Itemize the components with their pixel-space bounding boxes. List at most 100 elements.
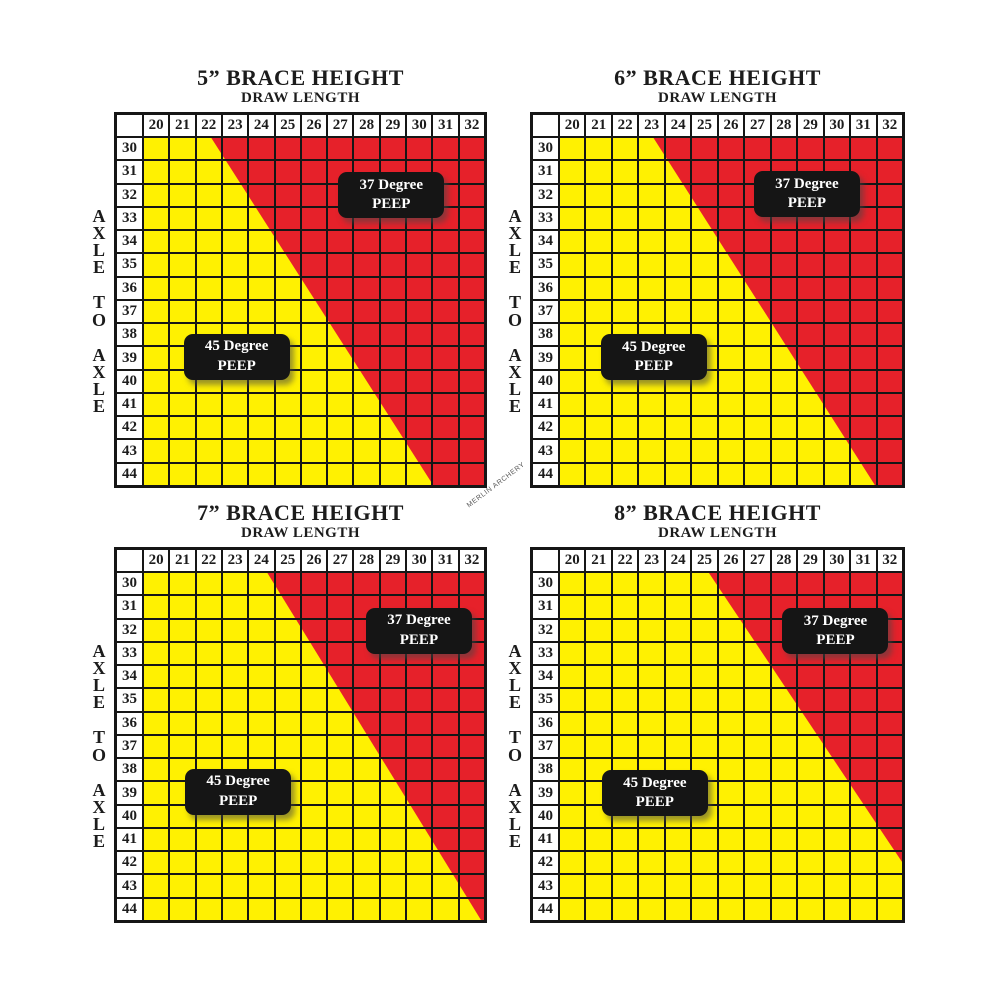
chart-title: 8” BRACE HEIGHT bbox=[614, 500, 821, 525]
grid-cell bbox=[169, 253, 196, 277]
grid-cell bbox=[691, 874, 718, 898]
grid-cell bbox=[876, 392, 903, 417]
grid-cell bbox=[458, 897, 485, 921]
axle-row-label-cell: 42 bbox=[116, 851, 143, 875]
grid-cell bbox=[353, 346, 380, 370]
grid-cell bbox=[458, 183, 485, 207]
grid-cell bbox=[300, 183, 328, 207]
axle-row-label-cell: 40 bbox=[116, 804, 143, 828]
grid-cell bbox=[379, 827, 407, 852]
grid-cell bbox=[717, 781, 745, 805]
grid-cells: 20 21 22 23 24 25 26 27 28 29 30 31 32 30 31 32 33 34 35 36… bbox=[116, 549, 485, 921]
grid-cell bbox=[691, 897, 718, 921]
grid-cell bbox=[248, 462, 275, 486]
grid-cell bbox=[638, 230, 665, 254]
grid-cell bbox=[406, 439, 433, 463]
grid-cell bbox=[797, 369, 824, 393]
peep-label-line1: 37 Degree bbox=[803, 612, 868, 629]
grid-cell bbox=[585, 392, 612, 417]
grid-cell bbox=[379, 439, 407, 463]
peep-label-line2: PEEP bbox=[816, 632, 855, 649]
grid-cell bbox=[432, 160, 459, 184]
grid-cell bbox=[432, 253, 459, 277]
grid-cell bbox=[611, 137, 639, 161]
grid-cell bbox=[379, 665, 407, 689]
grid-cell bbox=[717, 758, 745, 782]
grid-cell bbox=[379, 804, 407, 828]
grid-cell bbox=[744, 665, 771, 689]
grid-cell bbox=[717, 346, 745, 370]
grid-cell bbox=[300, 346, 328, 370]
grid-cell bbox=[876, 897, 903, 921]
grid-cell bbox=[823, 346, 851, 370]
grid-cell bbox=[823, 804, 851, 828]
grid-cell bbox=[432, 230, 459, 254]
grid-cell bbox=[327, 572, 354, 596]
grid-cell bbox=[300, 276, 328, 300]
grid-cell bbox=[638, 572, 665, 596]
grid-cell bbox=[353, 439, 380, 463]
axle-row-label-cell: 35 bbox=[532, 688, 559, 712]
grid-cell bbox=[797, 874, 824, 898]
grid-cell bbox=[274, 253, 301, 277]
grid-cell bbox=[143, 230, 170, 254]
grid-cell bbox=[744, 299, 771, 324]
axle-row-label-cell: 35 bbox=[532, 253, 559, 277]
grid-cell bbox=[248, 299, 275, 324]
grid-cell bbox=[300, 572, 328, 596]
grid-cell bbox=[195, 897, 222, 921]
grid-cell bbox=[221, 688, 249, 712]
grid-cell bbox=[850, 804, 877, 828]
grid-cell bbox=[717, 665, 745, 689]
grid-cell bbox=[797, 827, 824, 852]
grid-cell bbox=[717, 299, 745, 324]
grid-cell bbox=[195, 183, 222, 207]
grid-cell bbox=[143, 160, 170, 184]
grid-cell bbox=[664, 462, 692, 486]
grid-cell bbox=[876, 206, 903, 231]
grid-cell bbox=[353, 323, 380, 347]
grid-cell bbox=[143, 874, 170, 898]
grid-cell bbox=[221, 572, 249, 596]
grid-cell bbox=[585, 462, 612, 486]
grid-cell bbox=[195, 734, 222, 759]
grid-cell bbox=[797, 462, 824, 486]
grid-cell bbox=[850, 369, 877, 393]
grid-cell bbox=[432, 416, 459, 440]
draw-length-header-cell: 32 bbox=[876, 549, 903, 572]
grid-cell bbox=[850, 230, 877, 254]
grid-cell bbox=[221, 392, 249, 417]
grid-cell bbox=[143, 299, 170, 324]
grid-cell bbox=[638, 276, 665, 300]
grid-cell bbox=[611, 874, 639, 898]
axle-row-label-cell: 43 bbox=[532, 874, 559, 898]
grid-cell bbox=[850, 323, 877, 347]
grid-cell bbox=[691, 416, 718, 440]
axle-row-label-cell: 36 bbox=[116, 711, 143, 735]
grid-cell bbox=[638, 851, 665, 875]
grid-cell bbox=[585, 137, 612, 161]
grid-cell bbox=[876, 851, 903, 875]
peep-label-line2: PEEP bbox=[218, 792, 258, 809]
grid-cell bbox=[274, 688, 301, 712]
grid-cell bbox=[611, 618, 639, 642]
grid-cell bbox=[432, 897, 459, 921]
grid-cell bbox=[327, 369, 354, 393]
grid-cell bbox=[432, 369, 459, 393]
grid-cell bbox=[770, 276, 798, 300]
grid-cell bbox=[274, 827, 301, 852]
grid-cell bbox=[195, 462, 222, 486]
grid-cell bbox=[432, 137, 459, 161]
grid-cell bbox=[379, 369, 407, 393]
grid-cell bbox=[143, 827, 170, 852]
grid-cell bbox=[559, 758, 586, 782]
grid-cell bbox=[143, 758, 170, 782]
grid-cell bbox=[744, 369, 771, 393]
grid-cell bbox=[300, 369, 328, 393]
grid-cell bbox=[876, 160, 903, 184]
grid-cell bbox=[300, 595, 328, 619]
grid-cell bbox=[770, 346, 798, 370]
grid-cell bbox=[274, 897, 301, 921]
